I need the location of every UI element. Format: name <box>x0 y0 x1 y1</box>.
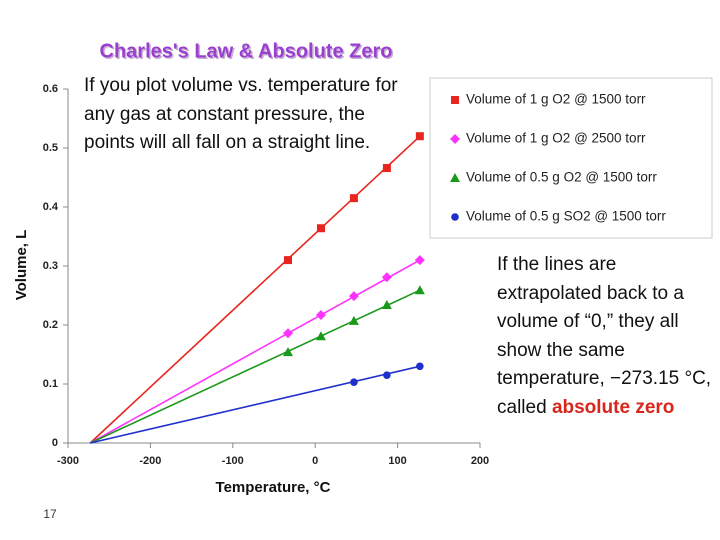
legend-marker <box>451 96 459 104</box>
x-tick-label: 0 <box>312 455 318 467</box>
legend-label: Volume of 0.5 g O2 @ 1500 torr <box>466 170 657 185</box>
y-tick-label: 0.2 <box>43 319 58 331</box>
legend-label: Volume of 0.5 g SO2 @ 1500 torr <box>466 209 666 224</box>
marker <box>382 164 391 173</box>
y-axis-title: Volume, L <box>13 230 30 301</box>
y-tick-label: 0.1 <box>43 378 58 390</box>
callout-right: If the lines are extrapolated back to a … <box>497 251 712 422</box>
marker <box>348 291 359 302</box>
marker <box>315 309 326 320</box>
chart-title-shadow: Charles's Law & Absolute Zero <box>101 42 394 64</box>
x-tick-label: 200 <box>471 455 489 467</box>
marker <box>348 315 359 325</box>
extrapolation-line <box>90 365 421 444</box>
marker <box>349 194 358 203</box>
legend-label: Volume of 1 g O2 @ 1500 torr <box>466 92 646 107</box>
marker <box>315 331 326 341</box>
extrapolation-line <box>89 259 421 444</box>
callout-top: If you plot volume vs. temperature for a… <box>84 75 398 153</box>
legend-marker <box>450 134 460 144</box>
marker <box>283 347 294 357</box>
marker <box>316 224 325 233</box>
y-tick-label: 0.4 <box>43 201 59 213</box>
marker <box>383 371 391 379</box>
callout-text: If the lines are extrapolated back to a … <box>497 254 712 418</box>
legend-marker <box>451 213 459 221</box>
marker <box>415 132 424 141</box>
marker <box>381 299 392 309</box>
x-tick-label: -200 <box>139 455 161 467</box>
marker <box>414 255 425 266</box>
legend-marker <box>450 173 460 182</box>
y-tick-label: 0.6 <box>43 83 58 95</box>
marker <box>284 256 293 265</box>
page-number: 17 <box>43 507 57 521</box>
legend-label: Volume of 1 g O2 @ 2500 torr <box>466 131 646 146</box>
y-tick-label: 0.5 <box>43 142 58 154</box>
y-tick-label: 0.3 <box>43 260 58 272</box>
x-axis-title: Temperature, °C <box>216 479 331 496</box>
extrapolation-line <box>89 135 421 444</box>
chart-title: Charles's Law & Absolute Zero <box>100 40 393 62</box>
x-tick-label: 100 <box>388 455 406 467</box>
marker <box>283 328 294 339</box>
marker <box>350 378 358 387</box>
legend-box <box>429 77 713 239</box>
marker <box>416 362 424 371</box>
y-tick-label: 0 <box>52 437 58 449</box>
callout-emphasis: absolute zero <box>551 396 675 418</box>
extrapolation-line <box>89 289 421 444</box>
x-tick-label: -300 <box>57 455 79 467</box>
x-tick-label: -100 <box>222 455 244 467</box>
marker <box>381 272 392 283</box>
marker <box>414 285 425 295</box>
